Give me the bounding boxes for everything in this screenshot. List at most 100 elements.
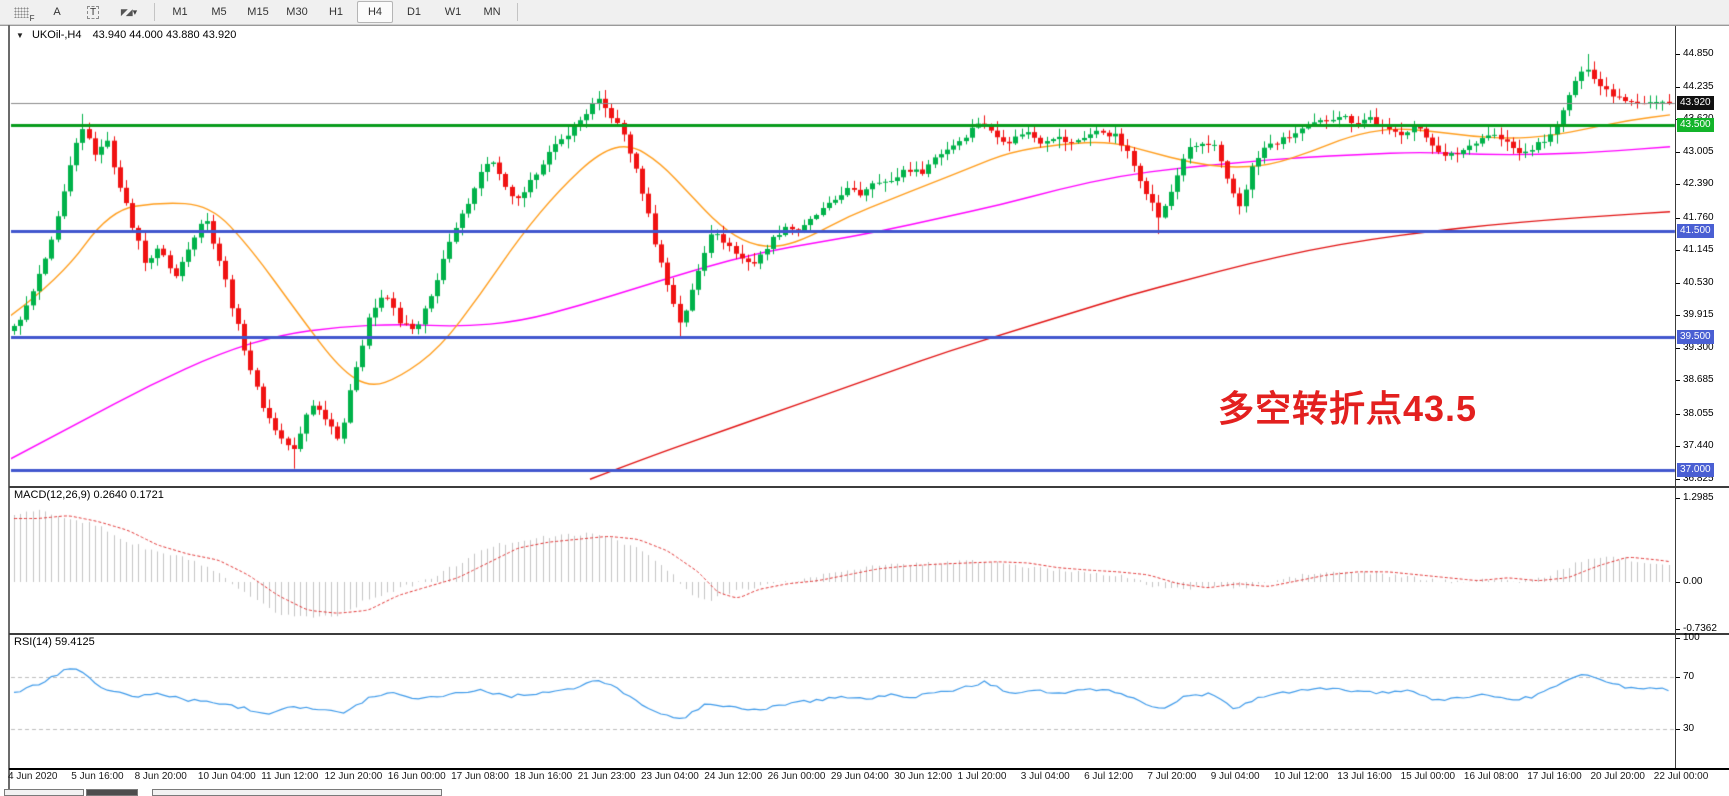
date-tick-label: 3 Jul 04:00 [1020, 771, 1070, 782]
bottom-tab[interactable] [152, 789, 442, 796]
timeframe-button-w1[interactable]: W1 [444, 6, 462, 18]
toolbar-separator [517, 3, 518, 21]
axis-tick-mark [1676, 582, 1680, 583]
axis-tick-mark [1676, 283, 1680, 284]
macd-tick-label: -0.7362 [1683, 623, 1717, 634]
price-badge-43.500: 43.500 [1677, 118, 1714, 132]
date-tick-label: 8 Jun 20:00 [134, 771, 187, 782]
date-tick-label: 7 Jul 20:00 [1147, 771, 1197, 782]
price-tick-label: 39.915 [1683, 309, 1714, 320]
bottom-tab-strip [0, 789, 1729, 796]
date-tick-label: 10 Jul 12:00 [1274, 771, 1329, 782]
text-label-button[interactable]: A [39, 1, 75, 23]
bottom-tab-active[interactable] [86, 789, 138, 796]
date-tick-label: 4 Jun 2020 [8, 771, 58, 782]
textbox-t-icon: T [86, 5, 100, 19]
date-tick-label: 12 Jun 20:00 [324, 771, 383, 782]
axis-tick-mark [1676, 479, 1680, 480]
rsi-indicator-label: RSI(14) 59.4125 [14, 636, 95, 648]
timeframe-button-mn[interactable]: MN [483, 6, 501, 18]
price-tick-label: 37.440 [1683, 440, 1714, 451]
chevron-down-icon[interactable]: ▾ [132, 6, 138, 17]
pointer-tools-button[interactable]: ◤◢ ▾ [111, 1, 147, 23]
timeframe-button-d1[interactable]: D1 [406, 6, 422, 18]
chart-window-left-border [8, 25, 10, 789]
date-tick-label: 20 Jul 20:00 [1590, 771, 1646, 782]
date-tick-label: 18 Jun 16:00 [514, 771, 573, 782]
timeframe-button-m1[interactable]: M1 [172, 6, 188, 18]
price-tick-label: 39.300 [1683, 342, 1714, 353]
ohlc-values: 43.940 44.000 43.880 43.920 [92, 29, 237, 41]
text-a-icon: A [53, 6, 61, 18]
date-tick-label: 10 Jun 04:00 [197, 771, 256, 782]
axis-tick-mark [1676, 218, 1680, 219]
timeframe-button-m15[interactable]: M15 [247, 6, 269, 18]
date-tick-label: 16 Jun 00:00 [387, 771, 446, 782]
rsi-tick-label: 70 [1683, 671, 1695, 682]
price-tick-label: 38.055 [1683, 408, 1714, 419]
date-tick-label: 6 Jul 12:00 [1084, 771, 1134, 782]
macd-panel-separator[interactable] [9, 486, 1729, 488]
axis-tick-mark [1676, 638, 1680, 639]
symbol-timeframe-label: UKOil-,H4 [31, 29, 82, 41]
price-badge-43.920: 43.920 [1677, 96, 1714, 110]
rsi-tick-label: 100 [1683, 632, 1700, 643]
price-tick-label: 44.235 [1683, 81, 1714, 92]
date-tick-label: 11 Jun 12:00 [261, 771, 319, 782]
grid-f-button[interactable]: F [3, 1, 39, 23]
axis-tick-mark [1676, 348, 1680, 349]
macd-tick-label: 0.00 [1683, 576, 1703, 587]
date-tick-label: 23 Jun 04:00 [641, 771, 699, 782]
date-tick-label: 5 Jun 16:00 [71, 771, 124, 782]
date-tick-label: 15 Jul 00:00 [1400, 771, 1456, 782]
date-tick-label: 16 Jul 08:00 [1463, 771, 1519, 782]
price-tick-label: 41.760 [1683, 212, 1714, 223]
axis-tick-mark [1676, 729, 1680, 730]
axis-tick-mark [1676, 54, 1680, 55]
axis-tick-mark [1676, 498, 1680, 499]
chart-title: ▼ UKOil-,H4 43.940 44.000 43.880 43.920 [16, 29, 236, 41]
rsi-panel-separator[interactable] [9, 633, 1729, 635]
rsi-tick-label: 30 [1683, 723, 1695, 734]
timeframe-button-group: M1 M5 M15 M30 H1 H4 D1 W1 MN [162, 1, 510, 23]
price-badge-37.000: 37.000 [1677, 463, 1714, 477]
textbox-button[interactable]: T [75, 1, 111, 23]
date-tick-label: 1 Jul 20:00 [957, 771, 1007, 782]
axis-tick-mark [1676, 446, 1680, 447]
date-tick-label: 29 Jun 04:00 [830, 771, 889, 782]
date-tick-label: 26 Jun 00:00 [767, 771, 826, 782]
price-tick-label: 44.850 [1683, 48, 1714, 59]
timeframe-button-m30[interactable]: M30 [286, 6, 308, 18]
pointer-arrows-icon: ◤◢ [120, 6, 133, 17]
grid-f-label: F [29, 13, 35, 23]
date-tick-label: 30 Jun 12:00 [894, 771, 953, 782]
date-tick-label: 17 Jul 16:00 [1527, 771, 1582, 782]
date-tick-label: 21 Jun 23:00 [577, 771, 636, 782]
annotation-text: 多空转折点43.5 [1218, 388, 1478, 429]
axis-tick-mark [1676, 250, 1680, 251]
price-tick-label: 41.145 [1683, 244, 1714, 255]
macd-tick-label: 1.2985 [1683, 492, 1714, 503]
time-axis-separator [9, 768, 1729, 770]
price-tick-label: 36.825 [1683, 473, 1714, 484]
grid-icon: F [13, 6, 35, 23]
axis-tick-mark [1676, 380, 1680, 381]
axis-tick-mark [1676, 184, 1680, 185]
price-tick-label: 38.685 [1683, 374, 1714, 385]
axis-tick-mark [1676, 629, 1680, 630]
top-toolbar: F A T ◤◢ ▾ M1 M5 M15 M30 H1 H4 D1 W1 MN [0, 0, 1729, 25]
axis-tick-mark [1676, 87, 1680, 88]
price-tick-label: 40.530 [1683, 277, 1714, 288]
date-tick-label: 24 Jun 12:00 [704, 771, 763, 782]
toolbar-separator [154, 3, 155, 21]
timeframe-button-h1[interactable]: H1 [328, 6, 344, 18]
timeframe-button-m5[interactable]: M5 [211, 6, 227, 18]
date-tick-label: 13 Jul 16:00 [1337, 771, 1392, 782]
bottom-tab[interactable] [4, 789, 84, 796]
timeframe-button-h4[interactable]: H4 [357, 1, 393, 23]
price-badge-39.500: 39.500 [1677, 330, 1714, 344]
date-tick-label: 9 Jul 04:00 [1210, 771, 1260, 782]
collapse-chart-icon[interactable]: ▼ [16, 31, 24, 40]
